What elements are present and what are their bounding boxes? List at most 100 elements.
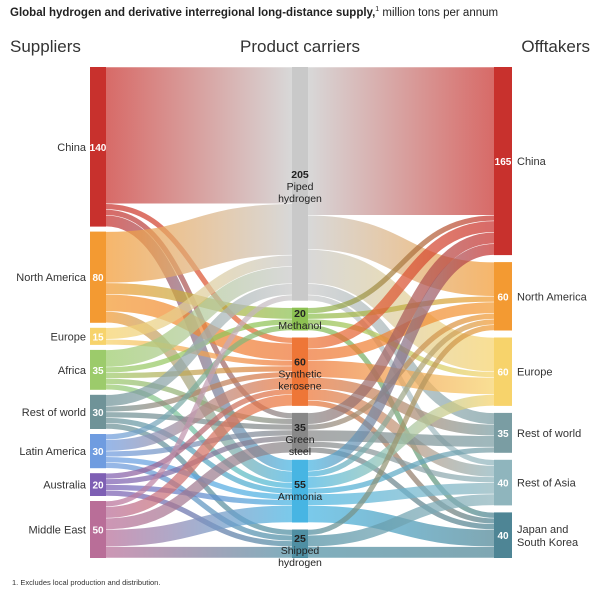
offtaker-label-north-america: North America bbox=[517, 291, 588, 303]
carrier-node-green-steel bbox=[292, 412, 308, 453]
offtaker-label-rest-of-world: Rest of world bbox=[517, 428, 581, 440]
supplier-node-middle-east bbox=[90, 501, 106, 558]
flow-ammonia-to-rest-of-world bbox=[307, 447, 495, 494]
supplier-node-latin-america bbox=[90, 434, 106, 469]
supplier-value-australia: 20 bbox=[92, 481, 104, 492]
supplier-value-middle-east: 50 bbox=[92, 526, 104, 537]
carrier-label-methanol: Methanol bbox=[278, 320, 321, 332]
carrier-value-piped-hydrogen: 205 bbox=[291, 169, 309, 181]
flow-middle-east-to-ammonia bbox=[105, 505, 293, 547]
offtaker-label-rest-of-asia: Rest of Asia bbox=[517, 478, 577, 490]
footnote: 1. Excludes local production and distrib… bbox=[12, 578, 161, 587]
flow-ammonia-to-rest-of-asia bbox=[307, 482, 495, 506]
offtaker-value-china: 165 bbox=[495, 157, 512, 168]
flow-shipped-hydrogen-to-north-america bbox=[307, 325, 495, 535]
offtaker-label-europe: Europe bbox=[517, 367, 552, 379]
carrier-node-methanol bbox=[292, 307, 308, 331]
chart-title: Global hydrogen and derivative interregi… bbox=[10, 6, 499, 19]
supplier-label-africa: Africa bbox=[58, 365, 87, 377]
flow-africa-to-synthetic-kerosene bbox=[105, 366, 293, 379]
offtakers-header: Offtakers bbox=[521, 37, 590, 56]
supplier-node-africa bbox=[90, 349, 106, 390]
flow-green-steel-to-north-america bbox=[307, 313, 495, 430]
flow-methanol-to-china bbox=[307, 215, 495, 314]
flow-ammonia-to-europe bbox=[307, 394, 495, 489]
carrier-node-ammonia bbox=[292, 459, 308, 523]
offtaker-value-europe: 60 bbox=[497, 368, 509, 379]
offtaker-node-china bbox=[494, 67, 512, 256]
supplier-node-rest-of-world bbox=[90, 394, 106, 429]
flow-europe-to-piped-hydrogen bbox=[105, 255, 293, 339]
supplier-label-australia: Australia bbox=[43, 480, 87, 492]
supplier-label-north-america: North America bbox=[16, 272, 87, 284]
supplier-label-europe: Europe bbox=[51, 331, 86, 343]
flow-middle-east-to-synthetic-kerosene bbox=[105, 394, 293, 518]
flow-rest-of-world-to-synthetic-kerosene bbox=[105, 371, 293, 412]
flow-latin-america-to-shipped-hydrogen bbox=[105, 462, 293, 541]
carrier-label-shipped-hydrogen: Shipped hydrogen bbox=[278, 545, 322, 569]
flow-synthetic-kerosene-to-rest-of-world bbox=[307, 377, 495, 436]
supplier-node-australia bbox=[90, 473, 106, 496]
supplier-label-rest-of-world: Rest of world bbox=[22, 407, 86, 419]
flow-latin-america-to-green-steel bbox=[105, 430, 293, 457]
offtaker-value-north-america: 60 bbox=[497, 292, 509, 303]
offtaker-label-japan-and-south-korea: Japan and South Korea bbox=[517, 524, 579, 549]
flow-green-steel-to-rest-of-asia bbox=[307, 441, 495, 483]
supplier-label-middle-east: Middle East bbox=[29, 525, 86, 537]
offtaker-label-china: China bbox=[517, 156, 547, 168]
flow-piped-hydrogen-to-north-america bbox=[307, 215, 495, 297]
flow-ammonia-to-north-america bbox=[307, 319, 495, 477]
carrier-value-methanol: 20 bbox=[294, 308, 306, 320]
flow-rest-of-world-to-green-steel bbox=[105, 412, 293, 430]
flow-australia-to-synthetic-kerosene bbox=[105, 389, 293, 479]
flow-middle-east-to-piped-hydrogen bbox=[105, 295, 293, 507]
offtaker-node-japan-and-south-korea bbox=[494, 512, 512, 558]
supplier-value-rest-of-world: 30 bbox=[92, 408, 104, 419]
carrier-label-ammonia: Ammonia bbox=[278, 491, 323, 503]
offtaker-node-north-america bbox=[494, 262, 512, 331]
flow-ammonia-to-china bbox=[307, 243, 495, 471]
flow-australia-to-ammonia bbox=[105, 484, 293, 506]
supplier-value-china: 140 bbox=[90, 143, 107, 154]
flow-north-america-to-piped-hydrogen bbox=[105, 204, 293, 283]
carrier-node-shipped-hydrogen bbox=[292, 529, 308, 558]
supplier-value-latin-america: 30 bbox=[92, 447, 104, 458]
supplier-value-africa: 35 bbox=[92, 366, 104, 377]
flow-latin-america-to-synthetic-kerosene bbox=[105, 377, 293, 451]
offtaker-value-rest-of-world: 35 bbox=[497, 429, 509, 440]
carriers-header: Product carriers bbox=[240, 37, 360, 56]
offtaker-value-rest-of-asia: 40 bbox=[497, 479, 509, 490]
supplier-node-europe bbox=[90, 327, 106, 345]
flow-rest-of-world-to-piped-hydrogen bbox=[105, 283, 293, 406]
flow-africa-to-piped-hydrogen bbox=[105, 266, 293, 367]
carrier-label-piped-hydrogen: Piped hydrogen bbox=[278, 181, 322, 205]
supplier-label-latin-america: Latin America bbox=[19, 446, 87, 458]
carrier-value-synthetic-kerosene: 60 bbox=[294, 357, 306, 369]
carrier-value-ammonia: 55 bbox=[294, 479, 306, 491]
flow-synthetic-kerosene-to-europe bbox=[307, 360, 495, 395]
flow-middle-east-to-green-steel bbox=[105, 441, 293, 530]
supplier-node-north-america bbox=[90, 231, 106, 323]
flow-latin-america-to-methanol bbox=[105, 325, 293, 440]
flow-shipped-hydrogen-to-rest-of-asia bbox=[307, 494, 495, 547]
flow-methanol-to-north-america bbox=[307, 296, 495, 319]
offtaker-value-japan-and-south-korea: 40 bbox=[497, 531, 509, 542]
carrier-value-shipped-hydrogen: 25 bbox=[294, 533, 306, 545]
carrier-label-synthetic-kerosene: Synthetic kerosene bbox=[278, 369, 321, 393]
carrier-label-green-steel: Green steel bbox=[285, 434, 314, 458]
carrier-value-green-steel: 35 bbox=[294, 422, 306, 434]
supplier-label-china: China bbox=[57, 142, 87, 154]
supplier-value-north-america: 80 bbox=[92, 273, 104, 284]
offtaker-node-rest-of-world bbox=[494, 412, 512, 453]
flow-latin-america-to-ammonia bbox=[105, 457, 293, 500]
supplier-node-china bbox=[90, 67, 106, 227]
supplier-value-europe: 15 bbox=[92, 332, 104, 343]
flow-piped-hydrogen-to-europe bbox=[307, 249, 495, 372]
carrier-node-piped-hydrogen bbox=[292, 67, 308, 301]
flow-green-steel-to-china bbox=[307, 232, 495, 425]
carrier-node-synthetic-kerosene bbox=[292, 337, 308, 406]
flow-synthetic-kerosene-to-china bbox=[307, 221, 495, 349]
suppliers-header: Suppliers bbox=[10, 37, 81, 56]
offtaker-node-europe bbox=[494, 337, 512, 406]
